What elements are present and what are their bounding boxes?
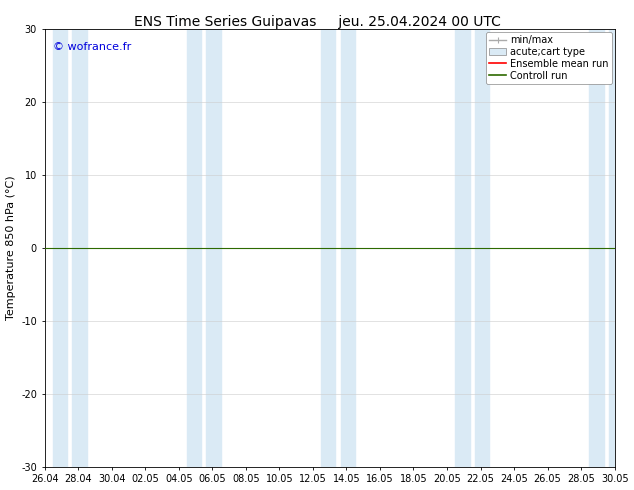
Y-axis label: Temperature 850 hPa (°C): Temperature 850 hPa (°C)	[6, 176, 16, 320]
Legend: min/max, acute;cart type, Ensemble mean run, Controll run: min/max, acute;cart type, Ensemble mean …	[486, 32, 612, 84]
Bar	[455, 29, 470, 467]
Bar	[340, 29, 355, 467]
Text: ENS Time Series Guipavas     jeu. 25.04.2024 00 UTC: ENS Time Series Guipavas jeu. 25.04.2024…	[134, 15, 500, 29]
Text: © wofrance.fr: © wofrance.fr	[53, 42, 131, 52]
Bar	[590, 29, 604, 467]
Bar	[72, 29, 86, 467]
Bar	[187, 29, 202, 467]
Bar	[53, 29, 67, 467]
Bar	[609, 29, 623, 467]
Bar	[321, 29, 335, 467]
Bar	[475, 29, 489, 467]
Bar	[207, 29, 221, 467]
